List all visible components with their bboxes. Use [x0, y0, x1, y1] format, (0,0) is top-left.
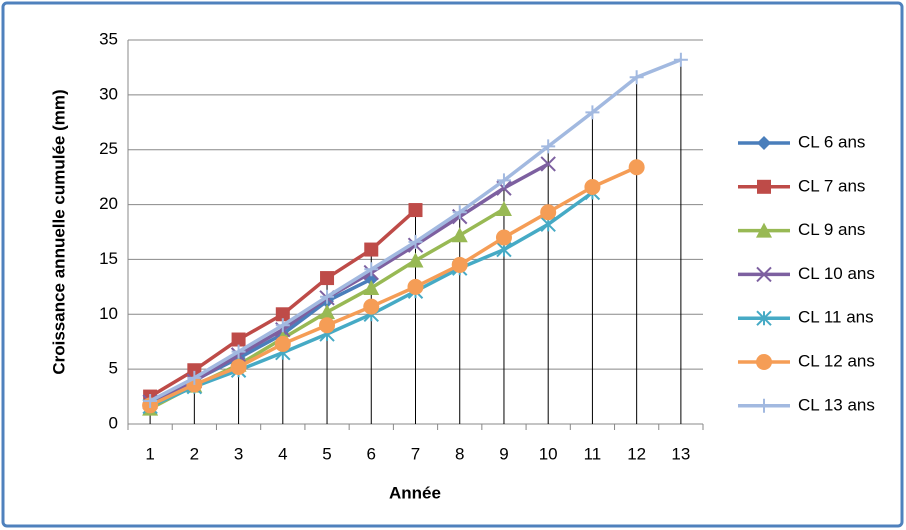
y-tick-label: 15 — [99, 249, 118, 268]
legend-label: CL 13 ans — [798, 395, 875, 414]
x-tick-label: 8 — [455, 444, 464, 463]
marker — [540, 204, 557, 221]
x-tick-label: 11 — [584, 444, 602, 463]
marker — [673, 52, 688, 67]
marker — [495, 229, 512, 246]
legend-label: CL 9 ans — [798, 220, 865, 239]
x-tick-label: 6 — [367, 444, 376, 463]
legend-label: CL 12 ans — [798, 351, 875, 370]
marker — [231, 332, 246, 347]
y-tick-label: 0 — [109, 413, 118, 432]
series-line — [149, 162, 550, 404]
legend-item: CL 11 ans — [738, 308, 874, 327]
x-tick-label: 10 — [539, 444, 558, 463]
y-tick-label: 25 — [99, 139, 118, 158]
x-tick-label: 4 — [278, 444, 287, 463]
x-tick-label: 9 — [499, 444, 508, 463]
x-tick-label: 1 — [145, 444, 154, 463]
y-tick-label: 35 — [99, 29, 118, 48]
legend-label: CL 11 ans — [798, 308, 874, 327]
marker — [756, 222, 772, 238]
marker — [275, 307, 290, 322]
marker — [230, 358, 247, 375]
marker — [408, 234, 423, 249]
legend-label: CL 10 ans — [798, 264, 875, 283]
marker — [756, 354, 772, 370]
marker — [408, 203, 423, 218]
marker — [363, 279, 380, 295]
marker — [187, 370, 202, 385]
marker — [584, 179, 601, 196]
marker — [757, 179, 771, 194]
x-tick-label: 5 — [322, 444, 331, 463]
marker — [629, 70, 644, 85]
legend-item: CL 9 ans — [738, 220, 865, 239]
marker — [495, 200, 512, 216]
y-tick-label: 10 — [99, 304, 118, 323]
marker — [231, 344, 246, 359]
marker — [275, 318, 290, 333]
x-tick-label: 2 — [190, 444, 199, 463]
marker — [187, 363, 202, 378]
y-tick-label: 30 — [99, 84, 118, 103]
marker — [756, 266, 772, 283]
y-tick-label: 5 — [109, 359, 118, 378]
marker — [320, 289, 335, 304]
marker — [496, 173, 511, 188]
marker — [320, 271, 335, 286]
marker — [451, 227, 468, 243]
marker — [143, 393, 158, 408]
marker — [756, 310, 772, 326]
x-axis-title: Année — [389, 483, 441, 502]
y-axis-title: Croissance annuelle cumulée (mm) — [49, 89, 68, 374]
legend-item: CL 12 ans — [738, 351, 875, 370]
marker — [757, 398, 771, 413]
marker — [364, 242, 379, 257]
legend-label: CL 6 ans — [798, 132, 865, 151]
legend-item: CL 6 ans — [738, 132, 865, 151]
marker — [451, 256, 468, 273]
marker — [585, 105, 600, 120]
x-tick-label: 3 — [234, 444, 243, 463]
marker — [364, 262, 379, 277]
x-tick-label: 12 — [627, 444, 646, 463]
marker — [363, 298, 380, 315]
marker — [407, 278, 424, 295]
marker — [452, 205, 467, 220]
marker — [540, 156, 556, 172]
marker — [407, 252, 424, 268]
y-tick-label: 20 — [99, 194, 118, 213]
legend-item: CL 13 ans — [738, 395, 875, 414]
x-tick-label: 13 — [671, 444, 690, 463]
marker — [757, 136, 771, 150]
marker — [274, 335, 291, 352]
legend-label: CL 7 ans — [798, 176, 865, 195]
marker — [628, 159, 645, 176]
legend-item: CL 7 ans — [738, 176, 865, 195]
x-tick-label: 7 — [411, 444, 420, 463]
legend-item: CL 10 ans — [738, 264, 875, 283]
marker — [319, 317, 336, 334]
marker — [319, 304, 336, 320]
marker — [541, 139, 556, 154]
